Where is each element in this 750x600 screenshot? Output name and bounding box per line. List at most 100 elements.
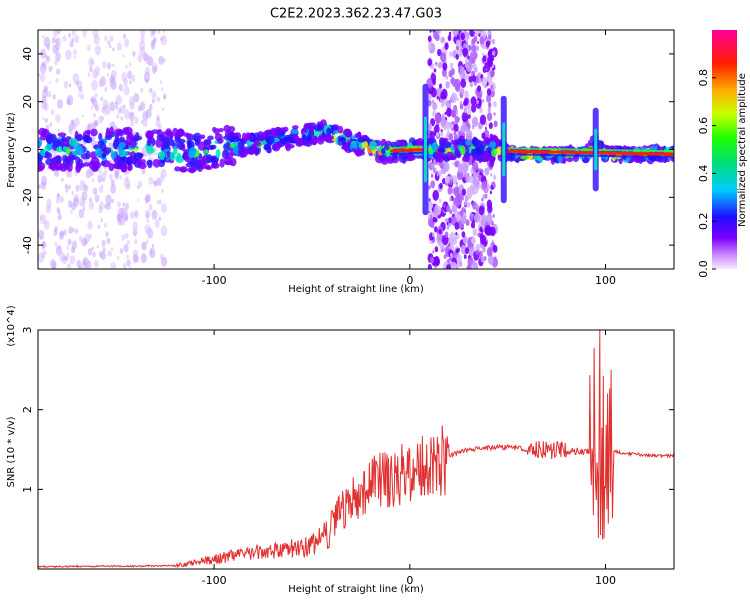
- spectrogram-ridge-edge: [507, 153, 674, 159]
- spectrogram-noise-blob: [468, 175, 474, 184]
- spectrogram-ridge-blob: [134, 136, 143, 141]
- spectrogram-ridge-blob: [102, 160, 111, 168]
- spectrogram-noise-blob: [437, 48, 442, 57]
- spectrogram-noise-blob: [467, 107, 472, 115]
- spectrogram-noise-blob: [131, 74, 136, 82]
- spectrogram-noise-blob: [433, 207, 440, 217]
- spectrogram-noise-blob: [98, 250, 104, 258]
- spectrogram-noise-blob: [490, 173, 493, 177]
- spectrogram-noise-blob: [157, 30, 161, 34]
- spectrogram-ridge-blob: [455, 138, 464, 146]
- spectrogram-ridge-blob: [105, 127, 111, 135]
- spectrogram-noise-blob: [92, 69, 99, 80]
- spectrogram-noise-blob: [57, 98, 63, 109]
- colorbar-tick-label: 0.2: [697, 212, 710, 230]
- spectrogram-x-tick-label: 0: [406, 274, 413, 287]
- spectrogram-noise-blob: [162, 93, 167, 100]
- spectrogram-noise-blob: [148, 176, 154, 185]
- spectrogram-noise-blob: [115, 101, 118, 106]
- spectrogram-noise-blob: [469, 184, 476, 195]
- spectrogram-ridge-blob: [129, 138, 137, 149]
- spectrogram-noise-blob: [449, 123, 454, 129]
- spectrogram-noise-blob: [122, 54, 125, 58]
- spectrogram-noise-blob: [57, 213, 62, 221]
- spectrogram-noise-blob: [472, 201, 478, 210]
- spectrogram-ridge-blob: [218, 128, 224, 133]
- spectrogram-noise-blob: [158, 199, 163, 205]
- spectrogram-noise-blob: [151, 30, 157, 35]
- spectrogram-noise-blob: [162, 107, 164, 111]
- spectrogram-noise-blob: [491, 87, 495, 92]
- spectrogram-noise-blob: [119, 248, 124, 254]
- spectrogram-noise-blob: [448, 51, 453, 57]
- spectrogram-ridge-blob: [226, 141, 231, 149]
- spectrogram-ridge-blob: [241, 132, 247, 143]
- spectrogram-noise-blob: [94, 45, 101, 56]
- spectrogram-noise-blob: [440, 102, 445, 108]
- spectrogram-ridge-blob: [313, 124, 323, 132]
- spectrogram-noise-blob: [136, 256, 140, 263]
- spectrogram-noise-blob: [116, 42, 123, 51]
- spectrogram-noise-blob: [79, 180, 86, 192]
- spectrogram-noise-blob: [66, 98, 71, 105]
- spectrogram-noise-blob: [70, 209, 73, 214]
- colorbar-gradient: [712, 30, 737, 269]
- spectrogram-noise-blob: [74, 34, 80, 44]
- spectrogram-noise-blob: [152, 180, 156, 185]
- spectrogram-ridge-blob: [61, 136, 66, 142]
- spectrogram-noise-blob: [479, 114, 487, 126]
- spectrogram-noise-blob: [434, 167, 437, 172]
- spectrogram-noise-blob: [101, 184, 104, 188]
- spectrogram-noise-blob: [464, 98, 469, 106]
- spectrogram-noise-blob: [430, 256, 435, 264]
- spectrogram-noise-blob: [160, 203, 167, 214]
- spectrogram-noise-blob: [130, 211, 135, 220]
- spectrogram-ridge-blob: [72, 150, 80, 156]
- spectrogram-noise-blob: [78, 208, 85, 219]
- spectrogram-ridge-edge: [390, 151, 426, 156]
- spectrogram-noise-blob: [483, 31, 487, 36]
- spectrogram-noise-blob: [112, 47, 115, 52]
- spectrogram-noise-blob: [486, 213, 493, 224]
- spectrogram-noise-blob: [55, 37, 62, 47]
- spectrogram-noise-blob: [460, 195, 464, 201]
- spectrogram-ridge-blob: [39, 149, 45, 156]
- spectrogram-ridge-blob: [104, 134, 113, 141]
- spectrogram-noise-blob: [41, 241, 46, 248]
- spectrogram-ridge-blob: [127, 164, 133, 171]
- spectrogram-noise-blob: [92, 30, 99, 39]
- spectrogram-noise-blob: [140, 87, 144, 93]
- spectrogram-noise-blob: [124, 232, 129, 239]
- spectrogram-noise-blob: [486, 94, 492, 103]
- spectrogram-noise-blob: [463, 236, 467, 243]
- spectrogram-noise-blob: [40, 175, 48, 186]
- spectrogram-ridge-blob: [200, 159, 207, 170]
- spectrogram-noise-blob: [144, 194, 150, 204]
- spectrogram-ridge-blob: [305, 134, 312, 142]
- spectrogram-ridge-blob: [39, 165, 44, 172]
- spectrogram-noise-blob: [456, 97, 459, 101]
- spectrogram-noise-blob: [56, 68, 61, 75]
- spectrogram-noise-blob: [472, 173, 477, 179]
- spectrogram-noise-blob: [50, 66, 53, 70]
- spectrogram-noise-blob: [134, 238, 138, 245]
- spectrogram-noise-blob: [450, 67, 455, 76]
- spectrogram-noise-blob: [43, 250, 47, 255]
- spectrogram-noise-blob: [463, 107, 468, 114]
- spectrogram-ridge-blob: [460, 145, 466, 156]
- spectrogram-noise-blob: [160, 34, 167, 46]
- spectrogram-ridge-blob: [210, 156, 217, 163]
- spectrogram-noise-blob: [488, 48, 495, 59]
- spectrogram-noise-blob: [490, 231, 493, 236]
- spectrogram-noise-blob: [87, 220, 93, 230]
- spectrogram-noise-blob: [492, 50, 496, 56]
- spectrogram-noise-blob: [156, 115, 160, 121]
- spectrogram-ridge-blob: [381, 147, 386, 155]
- spectrogram-noise-blob: [466, 201, 471, 208]
- spectrogram-noise-blob: [427, 217, 434, 228]
- spectrogram-noise-blob: [476, 208, 478, 212]
- spectrogram-noise-blob: [110, 261, 116, 269]
- spectrogram-noise-blob: [68, 123, 73, 132]
- spectrogram-noise-blob: [477, 41, 479, 45]
- spectrogram-noise-blob: [158, 55, 164, 65]
